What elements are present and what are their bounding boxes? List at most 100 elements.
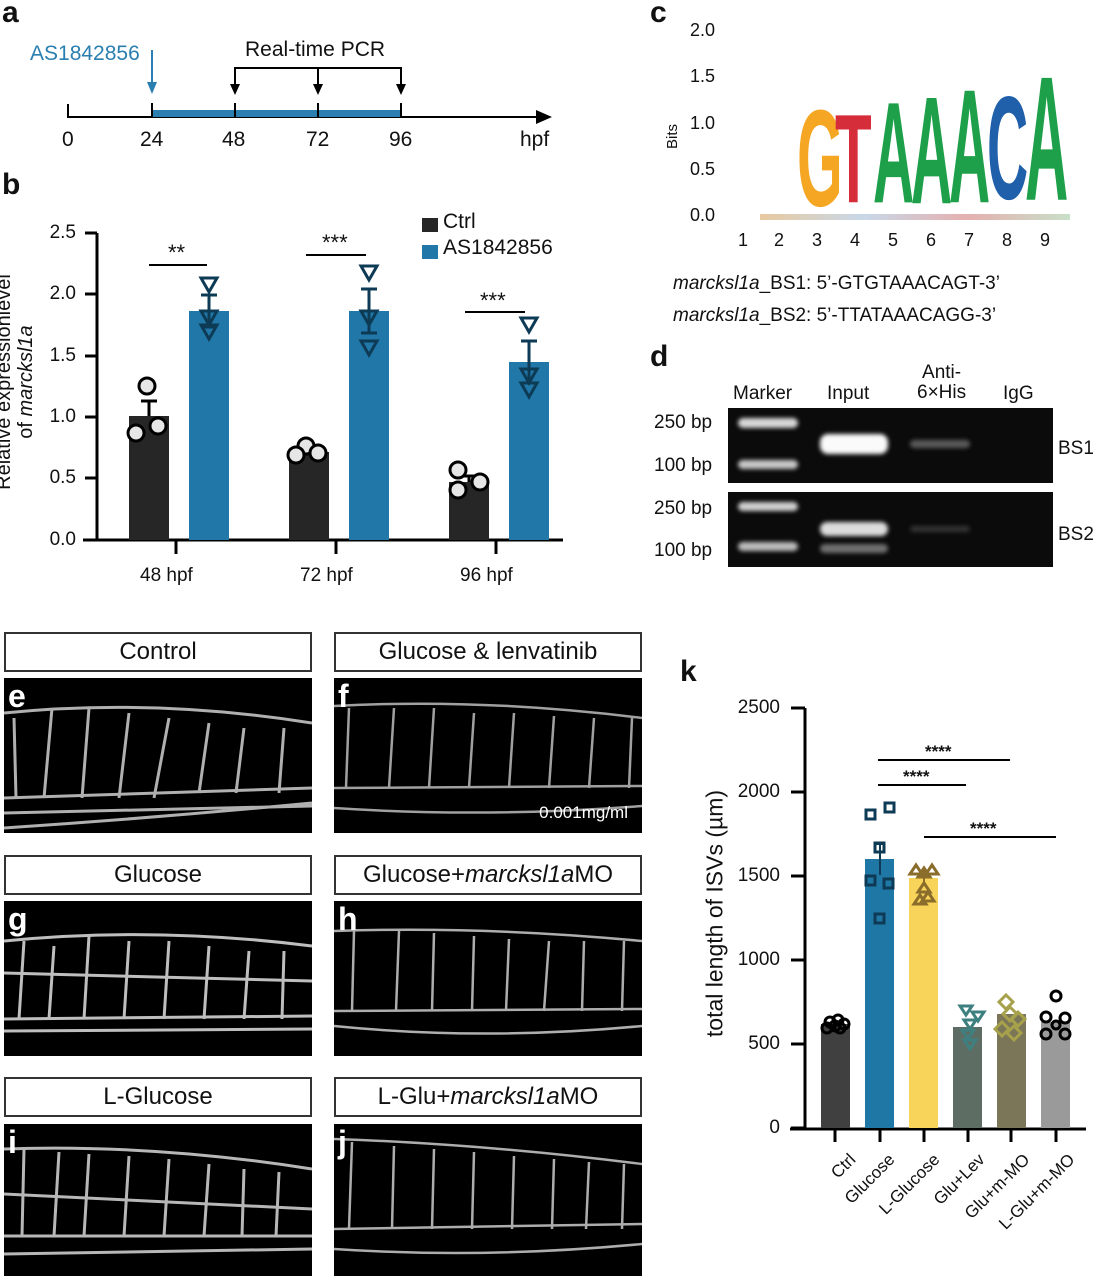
k-ytick-1000: 1000 — [737, 949, 780, 970]
title-l-glucose: L-Glucose — [4, 1077, 312, 1117]
k-ytick-500: 500 — [748, 1033, 780, 1054]
panel-a-letter: a — [2, 0, 19, 29]
lane-input: Input — [827, 383, 870, 404]
c-ytick-0.0: 0.0 — [690, 205, 716, 225]
tick-48: 48 — [222, 128, 246, 151]
bs1-250bp: 250 bp — [654, 412, 713, 433]
ytick-2.0: 2.0 — [49, 283, 76, 304]
sig-96: *** — [480, 288, 506, 313]
logo-minor-letters — [760, 214, 1070, 220]
unit-hpf: hpf — [520, 128, 550, 151]
title-glucose-lenvatinib: Glucose & lenvatinib — [334, 632, 642, 672]
legend-ctrl: Ctrl — [443, 210, 476, 233]
sig-72: *** — [322, 230, 348, 255]
panel-i-letter: i — [8, 1124, 17, 1160]
bs2-100bp: 100 bp — [654, 540, 713, 561]
dose-note: 0.001mg/ml — [539, 803, 628, 822]
bs1-100bp: 100 bp — [654, 455, 713, 476]
legend-as: AS1842856 — [443, 236, 553, 259]
tick-0: 0 — [62, 128, 74, 151]
logo-letter-A6: A — [911, 86, 951, 218]
ytick-2.5: 2.5 — [49, 222, 76, 243]
bar-chart-isv-length — [790, 706, 1086, 1142]
logo-letter-C: C — [987, 86, 1027, 212]
title-j-suffix: MO — [559, 1083, 599, 1110]
k-ytick-2500: 2500 — [737, 697, 780, 718]
ylabel-b-line2: of marcksl1a — [15, 257, 37, 507]
logo-letter-G: G — [797, 100, 839, 220]
c-xtick: 2 — [774, 230, 785, 250]
vessel-image-h — [334, 928, 642, 1035]
logo-letter-T: T — [835, 106, 872, 216]
image-i: i — [4, 1124, 312, 1276]
ytick-1.0: 1.0 — [49, 406, 76, 427]
bs2-250bp: 250 bp — [654, 498, 713, 519]
lane-igg: IgG — [1003, 383, 1034, 404]
gel-bs1 — [728, 408, 1053, 483]
vessel-image-g — [4, 933, 312, 1033]
panel-h-letter: h — [338, 901, 358, 937]
ylabel-gene: marcksl1a — [15, 325, 37, 417]
sig-lglucose-lglumo: **** — [970, 819, 997, 838]
c-xtick: 9 — [1040, 230, 1051, 250]
k-ytick-0: 0 — [769, 1117, 780, 1138]
sig-glucose-glumo: **** — [925, 742, 952, 761]
image-f: f 0.001mg/ml — [334, 678, 642, 833]
title-glucose-mo: Glucose+ marcksl1a MO — [334, 855, 642, 895]
panel-g-letter: g — [8, 901, 28, 937]
bs2-gene: marcksl1a — [673, 305, 760, 326]
tick-72: 72 — [306, 128, 330, 151]
vessel-image-e — [4, 705, 312, 830]
c-xtick: 5 — [888, 230, 899, 250]
title-glucose: Glucose — [4, 855, 312, 895]
panel-j-letter: j — [338, 1124, 347, 1160]
logo-letter-A5: A — [873, 92, 913, 218]
image-h: h — [334, 901, 642, 1056]
bs2-seq: _BS2: 5’-TTATAAACAGG-3’ — [759, 305, 997, 326]
title-j-gene: marcksl1a — [450, 1083, 560, 1110]
k-ylabel: total length of ISVs (µm) — [701, 789, 728, 1038]
vessel-image-i — [4, 1146, 312, 1256]
c-xticks: 1 2 3 4 5 6 7 8 9 — [738, 230, 1078, 251]
xtick-72: 72 hpf — [300, 565, 353, 586]
bs1-gene: marcksl1a — [673, 273, 760, 294]
ylabel-b: Relative expressionlevel of marcksl1a — [0, 257, 37, 507]
tick-96: 96 — [389, 128, 413, 151]
panel-k-letter: k — [680, 655, 697, 688]
bs1-sequence: marcksl1a_BS1: 5’-GTGTAAACAGT-3’ — [673, 273, 1000, 295]
ylabel-b-line1: Relative expressionlevel — [0, 274, 15, 490]
lane-anti: Anti- 6×His — [917, 363, 966, 403]
lane-anti-line1: Anti- — [922, 362, 962, 383]
c-xtick: 6 — [926, 230, 937, 250]
c-ylabel: Bits — [664, 123, 682, 150]
bar-chart-expression — [83, 218, 563, 554]
pcr-label: Real-time PCR — [245, 38, 386, 61]
ytick-0.5: 0.5 — [49, 467, 76, 488]
c-xtick: 1 — [738, 230, 749, 250]
sig-48: ** — [168, 240, 186, 265]
tick-24: 24 — [140, 128, 164, 151]
panel-f-letter: f — [338, 678, 349, 714]
c-ytick-0.5: 0.5 — [690, 159, 716, 179]
title-control: Control — [4, 632, 312, 672]
c-xtick: 3 — [812, 230, 823, 250]
title-h-suffix: MO — [574, 861, 614, 888]
sig-glucose-glulev: **** — [903, 767, 930, 786]
ytick-1.5: 1.5 — [49, 345, 76, 366]
k-ytick-2000: 2000 — [737, 781, 780, 802]
panel-c-letter: c — [650, 0, 667, 29]
c-xtick: 7 — [964, 230, 975, 250]
xtick-48: 48 hpf — [140, 565, 193, 586]
lane-anti-line2: 6×His — [917, 382, 967, 403]
panel-b-letter: b — [2, 168, 21, 201]
image-e: e — [4, 678, 312, 833]
bs1-seq: _BS1: 5’-GTGTAAACAGT-3’ — [759, 273, 1000, 294]
k-ytick-1500: 1500 — [737, 865, 780, 886]
bs2-sequence: marcksl1a_BS2: 5’-TTATAAACAGG-3’ — [673, 305, 996, 327]
c-xtick: 8 — [1002, 230, 1013, 250]
image-g: g — [4, 901, 312, 1056]
gel-bs2 — [728, 492, 1053, 567]
vessel-image-j — [334, 1137, 642, 1255]
xtick-96: 96 hpf — [460, 565, 513, 586]
panel-d-letter: d — [650, 340, 669, 373]
